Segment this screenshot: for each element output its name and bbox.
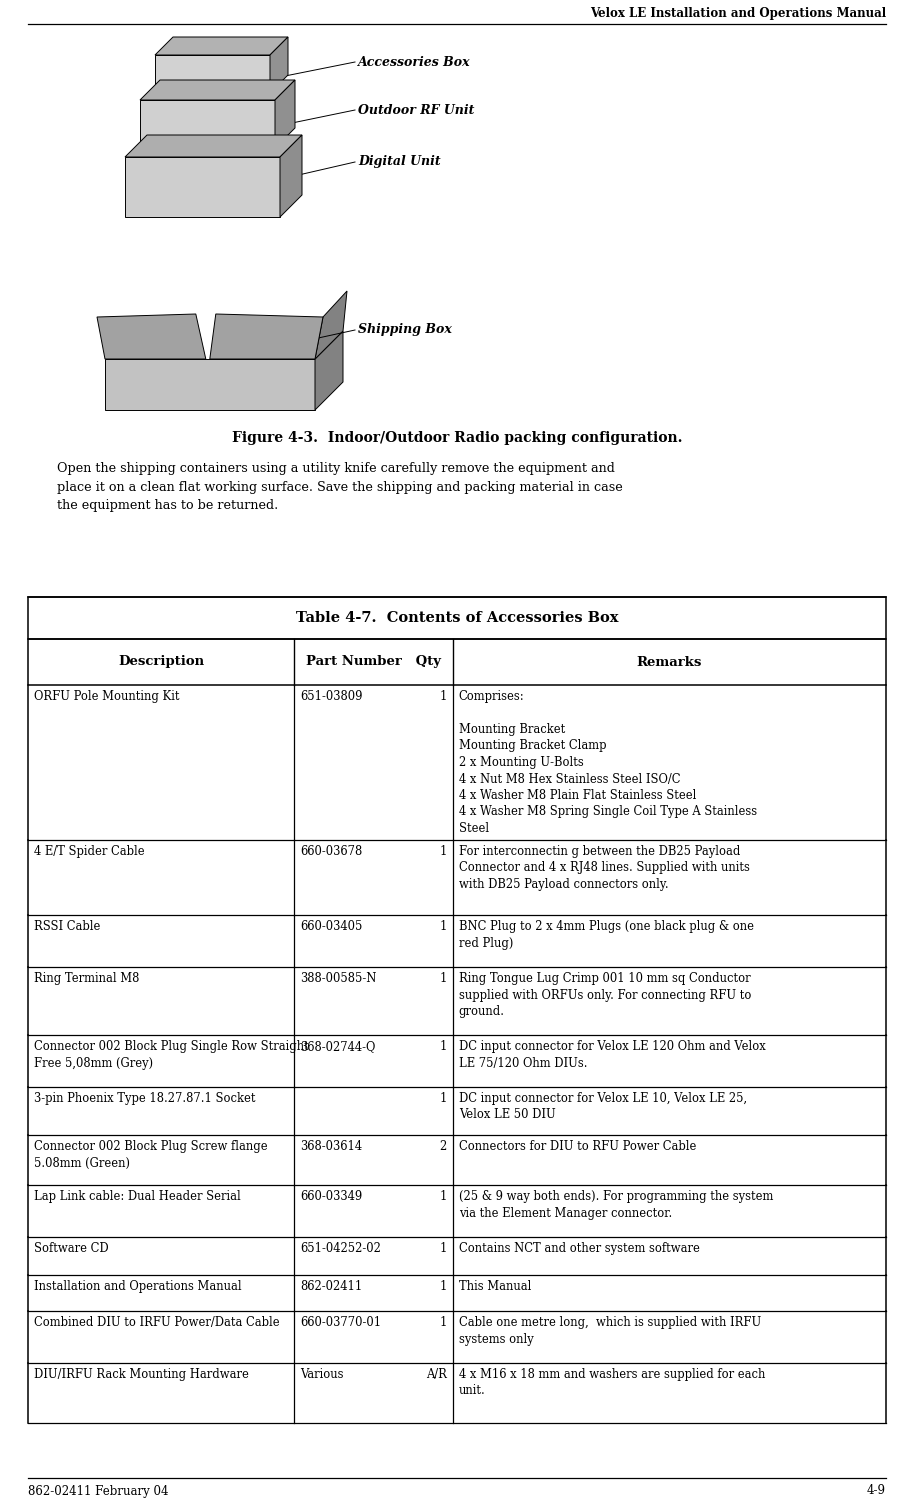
- Text: DC input connector for Velox LE 10, Velox LE 25,
Velox LE 50 DIU: DC input connector for Velox LE 10, Velo…: [459, 1092, 747, 1122]
- Text: 660-03405: 660-03405: [300, 921, 362, 933]
- Polygon shape: [140, 80, 295, 101]
- Polygon shape: [105, 359, 315, 410]
- Text: Part Number   Qty: Part Number Qty: [306, 655, 441, 668]
- Bar: [28, 596, 886, 638]
- Text: Outdoor RF Unit: Outdoor RF Unit: [358, 104, 474, 117]
- Polygon shape: [125, 158, 280, 216]
- Polygon shape: [275, 80, 295, 149]
- Text: Software CD: Software CD: [34, 1242, 109, 1256]
- Bar: [28, 638, 886, 685]
- Text: 388-00585-N: 388-00585-N: [300, 972, 377, 985]
- Text: 651-04252-02: 651-04252-02: [300, 1242, 381, 1256]
- Text: 660-03349: 660-03349: [300, 1190, 362, 1203]
- Polygon shape: [270, 38, 288, 93]
- Text: Accessories Box: Accessories Box: [358, 56, 471, 69]
- Text: Connector 002 Block Plug Screw flange
5.08mm (Green): Connector 002 Block Plug Screw flange 5.…: [34, 1140, 268, 1170]
- Text: Ring Terminal M8: Ring Terminal M8: [34, 972, 139, 985]
- Text: 2: 2: [440, 1140, 447, 1154]
- Text: Velox LE Installation and Operations Manual: Velox LE Installation and Operations Man…: [590, 8, 886, 21]
- Polygon shape: [315, 330, 343, 410]
- Text: 4-9: 4-9: [867, 1484, 886, 1497]
- Text: 368-02744-Q: 368-02744-Q: [300, 1039, 376, 1053]
- Text: 1: 1: [440, 921, 447, 933]
- Text: 660-03678: 660-03678: [300, 846, 362, 858]
- Text: DC input connector for Velox LE 120 Ohm and Velox
LE 75/120 Ohm DIUs.: DC input connector for Velox LE 120 Ohm …: [459, 1039, 765, 1069]
- Text: 3-pin Phoenix Type 18.27.87.1 Socket: 3-pin Phoenix Type 18.27.87.1 Socket: [34, 1092, 256, 1105]
- Polygon shape: [140, 101, 275, 149]
- Polygon shape: [280, 135, 302, 216]
- Text: 1: 1: [440, 1242, 447, 1256]
- Text: 862-02411 February 04: 862-02411 February 04: [28, 1484, 168, 1497]
- Text: Installation and Operations Manual: Installation and Operations Manual: [34, 1280, 241, 1293]
- Text: Ring Tongue Lug Crimp 001 10 mm sq Conductor
supplied with ORFUs only. For conne: Ring Tongue Lug Crimp 001 10 mm sq Condu…: [459, 972, 751, 1018]
- Text: 1: 1: [440, 972, 447, 985]
- Text: 660-03770-01: 660-03770-01: [300, 1316, 381, 1329]
- Text: Connectors for DIU to RFU Power Cable: Connectors for DIU to RFU Power Cable: [459, 1140, 696, 1154]
- Text: 1: 1: [440, 846, 447, 858]
- Polygon shape: [97, 314, 206, 359]
- Text: ORFU Pole Mounting Kit: ORFU Pole Mounting Kit: [34, 689, 179, 703]
- Polygon shape: [155, 56, 270, 93]
- Text: Remarks: Remarks: [637, 655, 702, 668]
- Text: 4 E/T Spider Cable: 4 E/T Spider Cable: [34, 846, 144, 858]
- Text: Description: Description: [118, 655, 204, 668]
- Text: This Manual: This Manual: [459, 1280, 531, 1293]
- Text: 1: 1: [440, 1190, 447, 1203]
- Text: 651-03809: 651-03809: [300, 689, 363, 703]
- Polygon shape: [125, 135, 302, 158]
- Text: Lap Link cable: Dual Header Serial: Lap Link cable: Dual Header Serial: [34, 1190, 240, 1203]
- Text: For interconnectin g between the DB25 Payload
Connector and 4 x RJ48 lines. Supp: For interconnectin g between the DB25 Pa…: [459, 846, 749, 891]
- Text: Shipping Box: Shipping Box: [358, 323, 452, 336]
- Text: DIU/IRFU Rack Mounting Hardware: DIU/IRFU Rack Mounting Hardware: [34, 1368, 249, 1380]
- Text: Comprises:

Mounting Bracket
Mounting Bracket Clamp
2 x Mounting U‑Bolts
4 x Nut: Comprises: Mounting Bracket Mounting Bra…: [459, 689, 757, 835]
- Text: RSSI Cable: RSSI Cable: [34, 921, 101, 933]
- Text: Various: Various: [300, 1368, 344, 1380]
- Text: 1: 1: [440, 689, 447, 703]
- Text: 1: 1: [440, 1092, 447, 1105]
- Text: Connector 002 Block Plug Single Row Straight
Free 5,08mm (Grey): Connector 002 Block Plug Single Row Stra…: [34, 1039, 309, 1069]
- Polygon shape: [210, 314, 323, 359]
- Text: A/R: A/R: [426, 1368, 447, 1380]
- Text: Digital Unit: Digital Unit: [358, 156, 441, 168]
- Polygon shape: [155, 38, 288, 56]
- Text: Combined DIU to IRFU Power/Data Cable: Combined DIU to IRFU Power/Data Cable: [34, 1316, 280, 1329]
- Text: Table 4-7.  Contents of Accessories Box: Table 4-7. Contents of Accessories Box: [296, 611, 618, 625]
- Text: Open the shipping containers using a utility knife carefully remove the equipmen: Open the shipping containers using a uti…: [57, 463, 622, 512]
- Text: 4 x M16 x 18 mm and washers are supplied for each
unit.: 4 x M16 x 18 mm and washers are supplied…: [459, 1368, 765, 1397]
- Text: (25 & 9 way both ends). For programming the system
via the Element Manager conne: (25 & 9 way both ends). For programming …: [459, 1190, 773, 1220]
- Text: BNC Plug to 2 x 4mm Plugs (one black plug & one
red Plug): BNC Plug to 2 x 4mm Plugs (one black plu…: [459, 921, 754, 949]
- Text: 368-03614: 368-03614: [300, 1140, 362, 1154]
- Text: 1: 1: [440, 1280, 447, 1293]
- Text: 1: 1: [440, 1316, 447, 1329]
- Text: Contains NCT and other system software: Contains NCT and other system software: [459, 1242, 699, 1256]
- Text: Cable one metre long,  which is supplied with IRFU
systems only: Cable one metre long, which is supplied …: [459, 1316, 761, 1346]
- Polygon shape: [315, 291, 347, 359]
- Text: 862-02411: 862-02411: [300, 1280, 362, 1293]
- Text: Figure 4-3.  Indoor/Outdoor Radio packing configuration.: Figure 4-3. Indoor/Outdoor Radio packing…: [232, 431, 682, 445]
- Text: 1: 1: [440, 1039, 447, 1053]
